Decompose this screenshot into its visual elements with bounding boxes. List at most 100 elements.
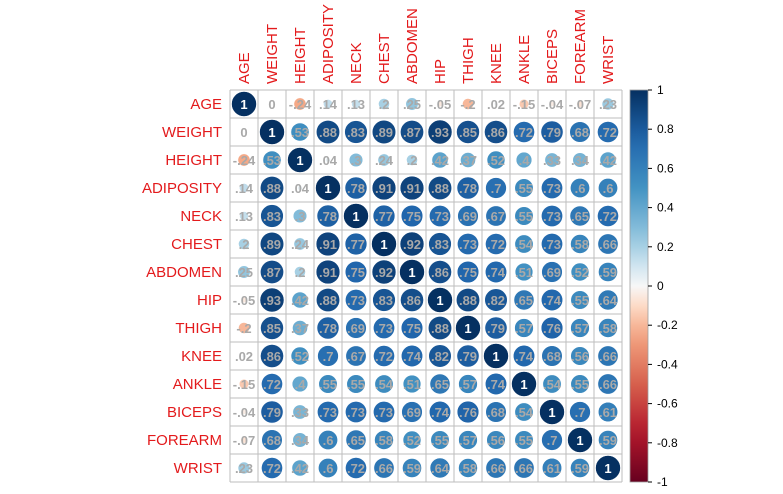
corr-circle <box>485 205 507 227</box>
column-labels: AGE WEIGHT HEIGHT ADIPOSITY NECK CHEST ABDOMEN… <box>236 4 617 84</box>
corr-circle <box>597 233 619 255</box>
corr-circle <box>292 432 308 448</box>
corr-circle <box>372 288 396 312</box>
corr-value: 1 <box>380 237 387 252</box>
corr-circle <box>572 152 588 168</box>
corr-circle <box>513 289 535 311</box>
column-label: BICEPS <box>544 29 561 84</box>
corr-circle <box>460 152 476 168</box>
corr-circle <box>485 457 507 479</box>
corr-circle <box>514 262 534 282</box>
corr-circle <box>371 175 397 201</box>
corr-circle <box>493 101 499 107</box>
corr-value: .78 <box>319 321 337 336</box>
corr-circle <box>399 259 425 285</box>
corr-circle <box>262 150 282 170</box>
corr-circle <box>241 353 247 359</box>
corr-circle <box>346 374 366 394</box>
corr-value: .83 <box>263 209 281 224</box>
corr-circle <box>597 373 619 395</box>
corr-value: .67 <box>487 209 505 224</box>
corr-circle <box>402 458 422 478</box>
corr-value: .42 <box>291 293 309 308</box>
corr-circle <box>291 291 309 309</box>
corr-circle <box>344 120 368 144</box>
column-label: ABDOMEN <box>404 8 421 84</box>
corr-value: .58 <box>599 321 617 336</box>
corr-circle <box>238 378 250 390</box>
corr-value: .33 <box>291 405 309 420</box>
corr-value: .73 <box>543 237 561 252</box>
corr-value: 1 <box>520 377 527 392</box>
corr-circle <box>287 147 313 173</box>
corr-circle <box>431 151 449 169</box>
corr-value: .68 <box>543 349 561 364</box>
corr-value: .2 <box>239 237 250 252</box>
corr-circle <box>597 121 619 143</box>
corr-circle <box>399 231 425 257</box>
column-label: NECK <box>348 42 365 84</box>
corr-value: .04 <box>291 181 310 196</box>
corr-value: -.15 <box>233 377 255 392</box>
corr-value: -.24 <box>289 97 312 112</box>
corr-value: .65 <box>571 209 589 224</box>
corr-circle <box>569 401 591 423</box>
column-label: THIGH <box>460 37 477 84</box>
corr-circle <box>597 345 619 367</box>
row-label: ABDOMEN <box>146 264 222 281</box>
corr-value: .2 <box>407 153 418 168</box>
legend-tick-label: 0.6 <box>657 161 674 175</box>
corr-value: .73 <box>347 293 365 308</box>
corr-value: .51 <box>515 265 533 280</box>
row-label: ADIPOSITY <box>142 180 222 197</box>
corr-circle <box>427 119 453 145</box>
corr-circle <box>345 345 367 367</box>
corr-value: .73 <box>459 237 477 252</box>
corr-circle <box>400 204 424 228</box>
corr-value: -.04 <box>541 97 564 112</box>
corr-circle <box>456 400 480 424</box>
corr-value: -.07 <box>233 433 255 448</box>
corr-value: .76 <box>543 321 561 336</box>
corr-value: .14 <box>319 97 338 112</box>
corr-value: .02 <box>487 97 505 112</box>
corr-circle <box>514 206 534 226</box>
corr-value: .59 <box>599 265 617 280</box>
corr-circle <box>485 177 507 199</box>
corr-circle <box>237 265 251 279</box>
corr-circle <box>402 430 422 450</box>
corr-value: -.15 <box>513 97 535 112</box>
corr-circle <box>514 402 534 422</box>
corr-value: .87 <box>263 265 281 280</box>
corr-circle <box>601 97 615 111</box>
legend-tick-label: 0.8 <box>657 122 674 136</box>
corr-value: .55 <box>515 181 533 196</box>
corr-circle <box>231 91 257 117</box>
corr-value: 1 <box>268 125 275 140</box>
legend-tick-label: 0.2 <box>657 240 674 254</box>
corr-value: .72 <box>375 349 393 364</box>
corr-value: .66 <box>599 349 617 364</box>
corr-circle <box>261 373 283 395</box>
corr-value: .68 <box>571 125 589 140</box>
corr-circle <box>569 205 591 227</box>
corr-value: .65 <box>431 377 449 392</box>
corr-value: .78 <box>319 209 337 224</box>
legend-tick-label: -0.8 <box>657 436 678 450</box>
corr-circle <box>406 154 418 166</box>
corr-value: -.05 <box>429 97 451 112</box>
corr-value: .93 <box>263 293 281 308</box>
column-label: AGE <box>236 52 253 84</box>
corr-value: .91 <box>319 237 337 252</box>
corr-circle <box>514 234 534 254</box>
corr-circle <box>293 97 307 111</box>
corr-circle <box>486 150 506 170</box>
column-label: HEIGHT <box>292 27 309 84</box>
corr-circle <box>344 176 368 200</box>
corr-value: .72 <box>599 209 617 224</box>
corr-circle <box>549 101 555 107</box>
corr-circle <box>428 344 452 368</box>
corr-circle <box>400 288 424 312</box>
corr-value: .92 <box>375 265 393 280</box>
corr-circle <box>457 233 479 255</box>
